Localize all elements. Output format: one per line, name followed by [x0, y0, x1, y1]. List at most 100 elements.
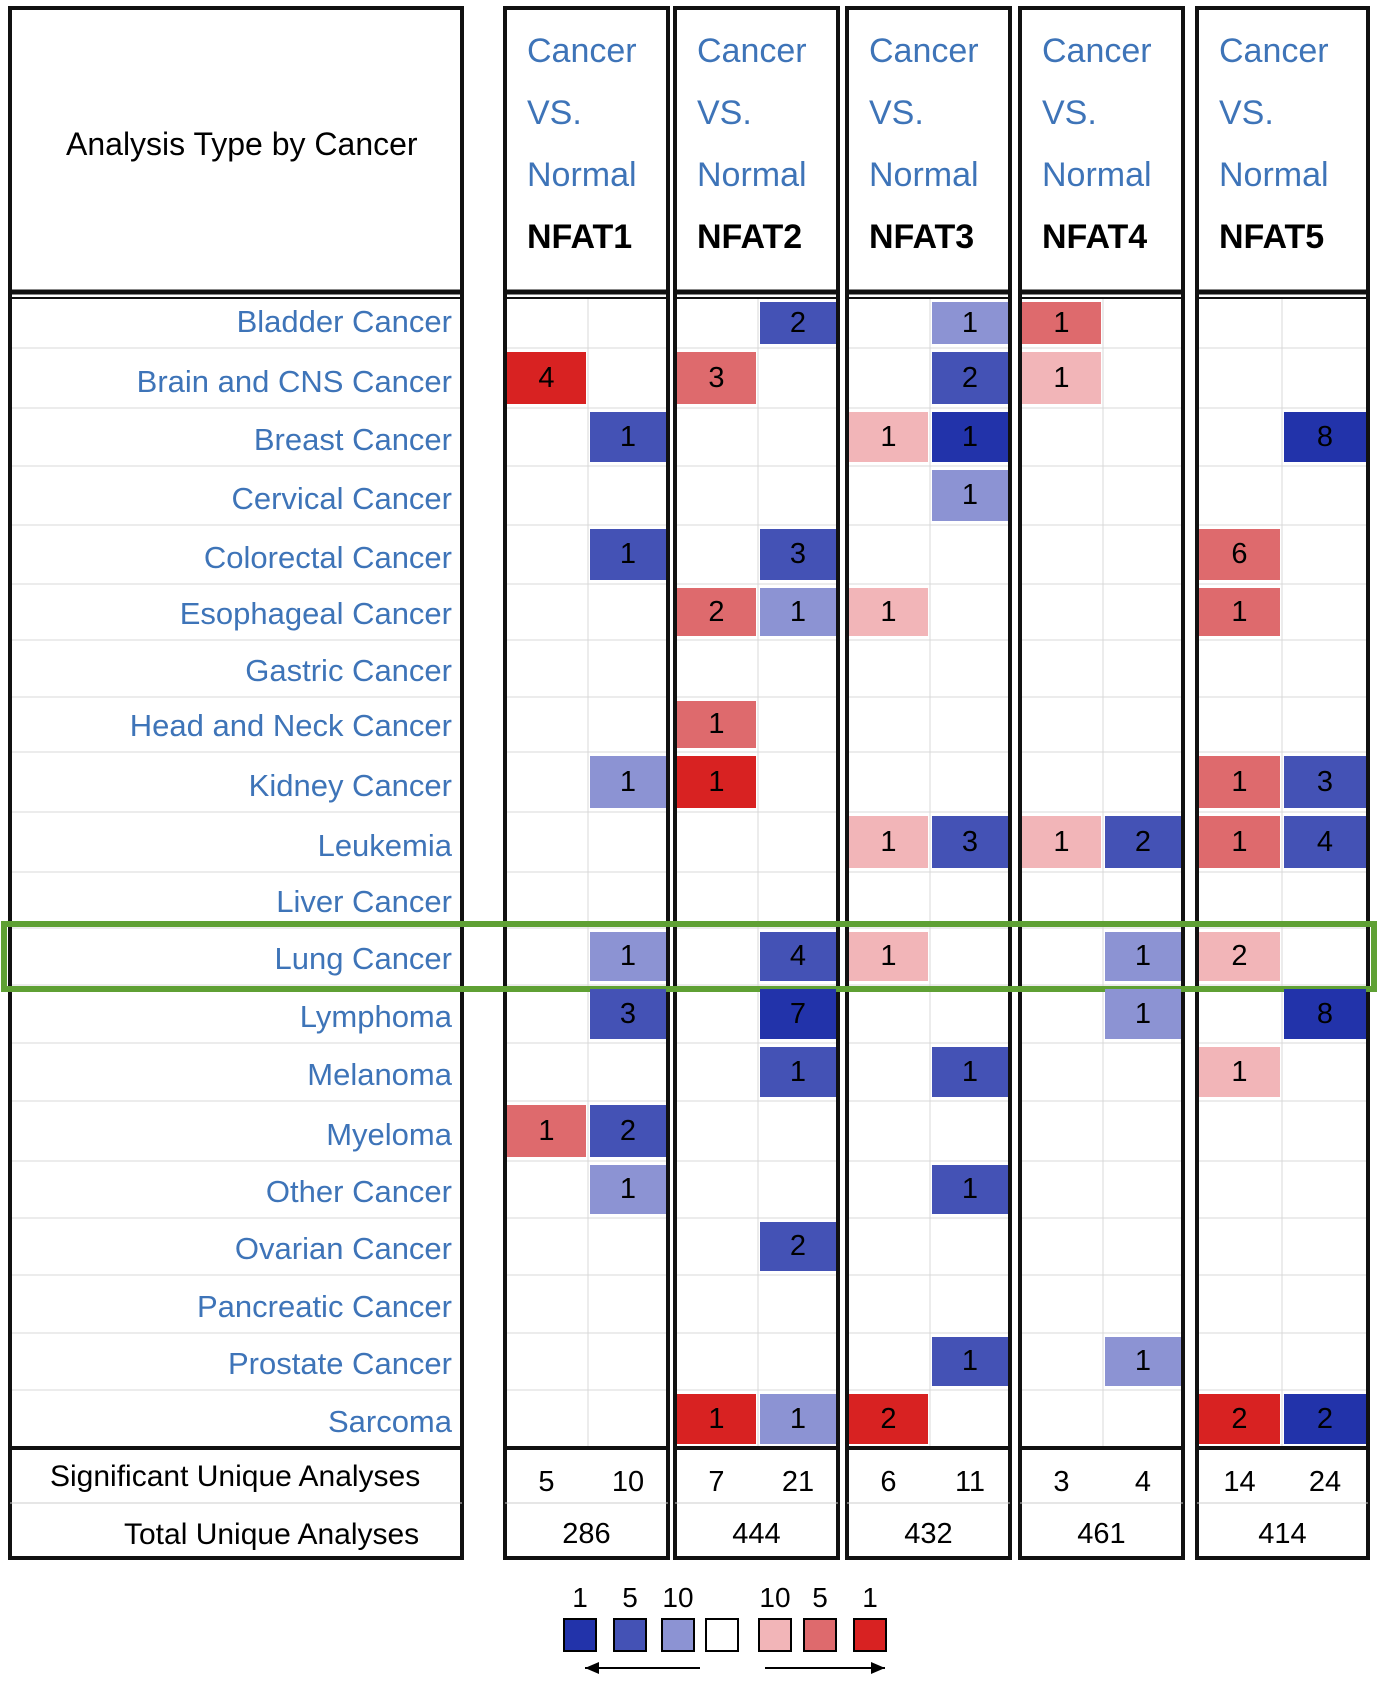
column-header-line: VS.	[527, 94, 582, 132]
heatmap-cell: 3	[590, 989, 666, 1039]
legend-swatch	[705, 1618, 739, 1652]
heatmap-cell: 1	[1105, 989, 1181, 1039]
heatmap-cell: 1	[932, 470, 1008, 521]
column-header-line: VS.	[869, 94, 924, 132]
significant-analyses-count: 3	[1053, 1466, 1070, 1498]
gene-group-border	[503, 6, 670, 1560]
column-header-line: Normal	[1219, 156, 1329, 194]
row-label: Bladder Cancer	[236, 304, 452, 339]
legend-swatch	[613, 1618, 647, 1652]
heatmap-cell: 1	[590, 932, 666, 981]
column-header-line: Cancer	[869, 32, 979, 70]
label-column-border	[8, 6, 464, 1560]
legend-label: 1	[572, 1582, 588, 1613]
row-label: Head and Neck Cancer	[129, 708, 452, 743]
column-header-line: Cancer	[527, 32, 637, 70]
row-label: Breast Cancer	[253, 422, 452, 457]
total-unique-analyses-label: Total Unique Analyses	[124, 1518, 420, 1551]
total-analyses-count: 461	[1077, 1518, 1126, 1550]
column-header-line: Cancer	[1042, 32, 1152, 70]
column-header-line: VS.	[1042, 94, 1097, 132]
heatmap-cell: 1	[932, 1165, 1008, 1214]
column-header-line: Cancer	[1219, 32, 1329, 70]
legend-label: 10	[759, 1582, 791, 1613]
heatmap-cell: 1	[932, 1047, 1008, 1097]
significant-analyses-count: 4	[1134, 1466, 1152, 1498]
heatmap-cell: 4	[1284, 816, 1366, 868]
significant-analyses-count: 6	[880, 1466, 897, 1498]
heatmap-cell: 1	[849, 412, 928, 462]
table-title: Analysis Type by Cancer	[66, 126, 418, 162]
heatmap-cell: 2	[849, 1394, 928, 1444]
heatmap-cell: 1	[932, 412, 1008, 462]
heatmap-cell: 2	[1199, 1394, 1280, 1444]
heatmap-cell: 4	[760, 932, 836, 981]
row-label: Liver Cancer	[276, 884, 452, 919]
heatmap-cell: 1	[677, 1394, 756, 1444]
gene-name: NFAT3	[869, 218, 975, 256]
heatmap-cell: 2	[1199, 932, 1280, 981]
row-label: Gastric Cancer	[245, 653, 452, 688]
row-label: Other Cancer	[265, 1174, 452, 1209]
heatmap-cell: 2	[677, 588, 756, 636]
heatmap-cell: 1	[677, 756, 756, 808]
legend-swatch	[853, 1618, 887, 1652]
heatmap-cell: 1	[590, 529, 666, 580]
heatmap-cell: 1	[1105, 932, 1181, 981]
heatmap-cell: 1	[1022, 352, 1101, 404]
significant-analyses-count: 11	[954, 1466, 986, 1498]
heatmap-cell: 1	[849, 588, 928, 636]
heatmap-cell: 1	[760, 1394, 836, 1444]
significant-analyses-count: 14	[1223, 1466, 1256, 1498]
heatmap-cell: 1	[849, 932, 928, 981]
row-label: Cervical Cancer	[231, 481, 452, 516]
heatmap-cell: 2	[760, 302, 836, 344]
legend-label: 5	[622, 1582, 638, 1613]
column-header-line: VS.	[697, 94, 752, 132]
heatmap-cell: 1	[1199, 756, 1280, 808]
total-analyses-count: 414	[1258, 1518, 1307, 1550]
legend-label: 10	[662, 1582, 694, 1613]
heatmap-cell: 2	[590, 1105, 666, 1157]
heatmap-cell: 8	[1284, 412, 1366, 462]
heatmap-cell: 1	[1199, 588, 1280, 636]
heatmap-cell: 3	[760, 529, 836, 580]
significant-analyses-count: 21	[781, 1466, 815, 1498]
heatmap-cell: 1	[932, 1337, 1008, 1386]
gene-group-border	[1195, 6, 1370, 1560]
column-header-nfat1: Cancer VS. Normal NFAT1	[527, 20, 702, 268]
heatmap-cell: 1	[932, 302, 1008, 344]
row-label: Kidney Cancer	[248, 768, 452, 803]
heatmap-cell: 3	[932, 816, 1008, 868]
column-header-line: VS.	[1219, 94, 1274, 132]
heatmap-cell: 4	[507, 352, 586, 404]
legend-swatch	[661, 1618, 695, 1652]
heatmap-cell: 2	[1284, 1394, 1366, 1444]
heatmap-cell: 1	[590, 756, 666, 808]
row-label: Leukemia	[317, 828, 452, 863]
heatmap-cell: 1	[677, 701, 756, 748]
heatmap-cell: 2	[1105, 816, 1181, 868]
heatmap-cell: 1	[760, 1047, 836, 1097]
heatmap-cell: 1	[849, 816, 928, 868]
heatmap-cell: 1	[590, 1165, 666, 1214]
gene-group-border	[845, 6, 1012, 1560]
heatmap-cell: 8	[1284, 989, 1366, 1039]
legend-swatch	[563, 1618, 597, 1652]
significant-unique-analyses-label: Significant Unique Analyses	[50, 1460, 421, 1493]
row-label: Colorectal Cancer	[203, 540, 452, 575]
column-header-nfat3: Cancer VS. Normal NFAT3	[869, 20, 1044, 268]
legend-swatch	[803, 1618, 837, 1652]
column-header-nfat5: Cancer VS. Normal NFAT5	[1219, 20, 1387, 268]
column-header-line: Normal	[697, 156, 807, 194]
row-label: Sarcoma	[327, 1404, 452, 1439]
row-label: Brain and CNS Cancer	[136, 364, 452, 399]
gene-name: NFAT5	[1219, 218, 1325, 256]
row-label: Lung Cancer	[274, 941, 452, 976]
highlight-box	[1, 921, 1377, 992]
gene-group-border	[673, 6, 840, 1560]
significant-analyses-count: 5	[538, 1466, 555, 1498]
heatmap-cell: 1	[1199, 1047, 1280, 1097]
